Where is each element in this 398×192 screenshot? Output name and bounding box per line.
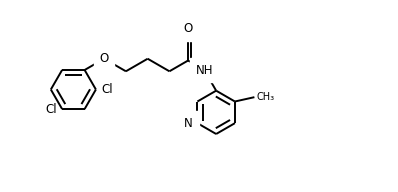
Text: O: O: [183, 22, 193, 36]
Text: NH: NH: [195, 64, 213, 77]
Text: Cl: Cl: [101, 83, 113, 96]
Text: O: O: [100, 52, 109, 65]
Text: N: N: [184, 117, 193, 130]
Text: CH₃: CH₃: [257, 92, 275, 102]
Text: Cl: Cl: [45, 103, 57, 116]
